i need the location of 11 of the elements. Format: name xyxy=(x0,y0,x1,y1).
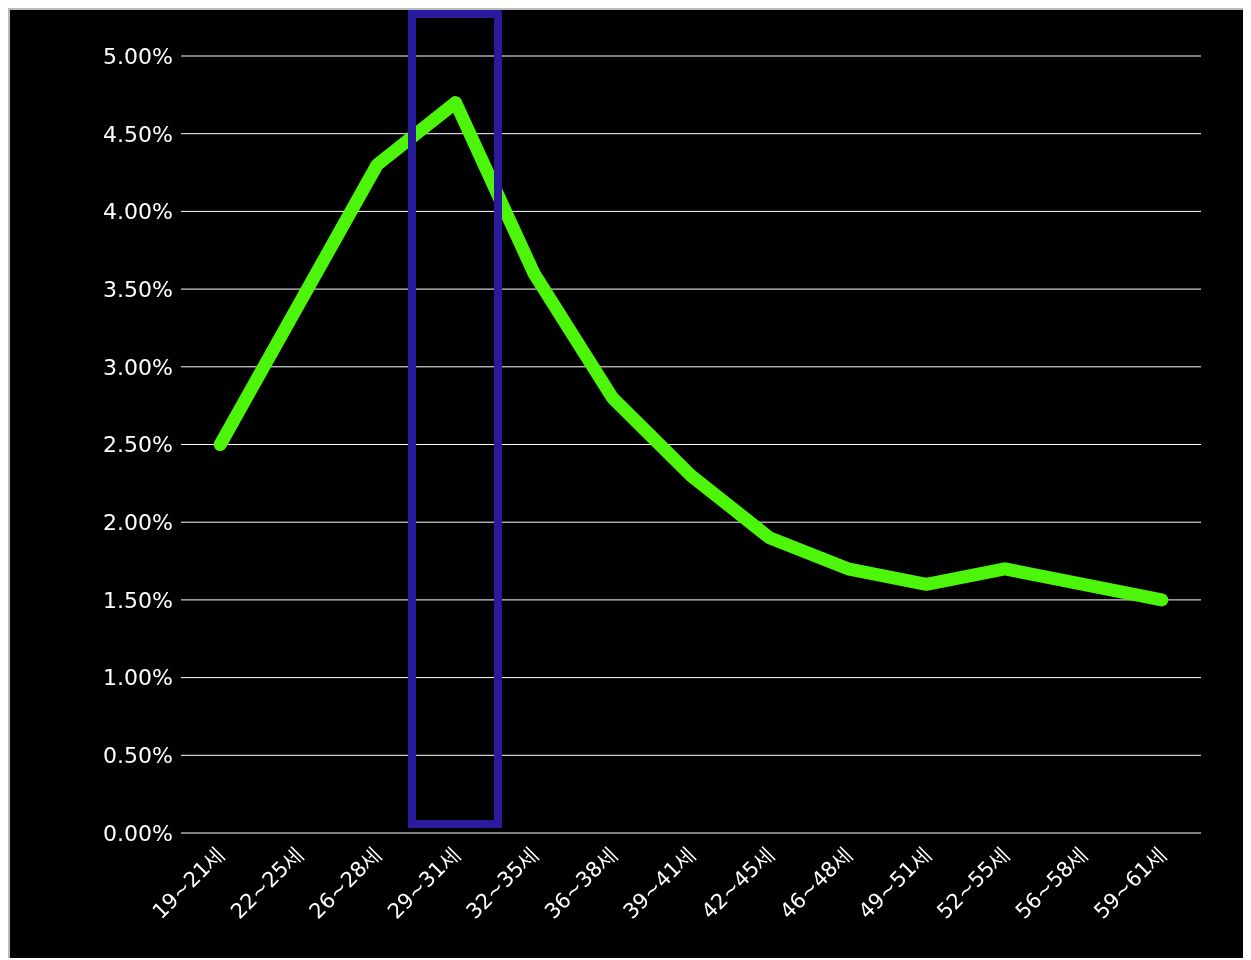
y-tick-label: 2.50% xyxy=(103,432,173,458)
y-tick-label: 4.00% xyxy=(103,199,173,225)
y-tick-label: 0.50% xyxy=(103,743,173,769)
y-tick-label: 3.00% xyxy=(103,354,173,380)
y-tick-label: 5.00% xyxy=(103,43,173,69)
y-tick-label: 2.00% xyxy=(103,510,173,536)
y-tick-label: 3.50% xyxy=(103,276,173,302)
y-tick-label: 1.00% xyxy=(103,665,173,691)
y-tick-label: 0.00% xyxy=(103,820,173,846)
y-tick-label: 1.50% xyxy=(103,587,173,613)
y-tick-label: 4.50% xyxy=(103,121,173,147)
